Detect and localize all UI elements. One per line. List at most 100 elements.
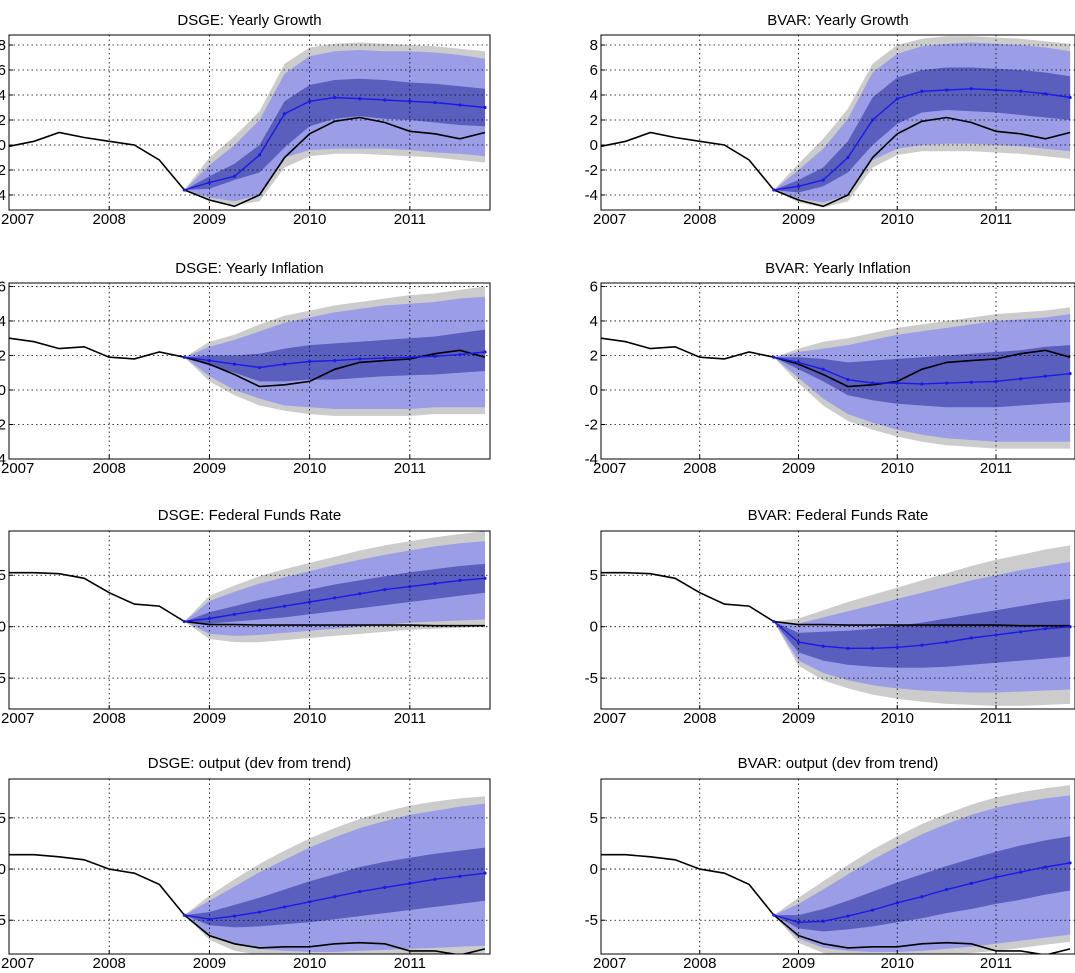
y-tick-label: 6 (590, 278, 598, 295)
axes-frame (8, 282, 491, 460)
y-tick-label: 0 (590, 861, 598, 878)
axes-frame (600, 282, 1075, 460)
x-tick-label: 2008 (93, 955, 126, 972)
median-forecast-point (483, 350, 487, 354)
y-tick-label: 5 (590, 567, 598, 584)
chart-title: DSGE: output (dev from trend) (148, 755, 351, 772)
y-tick-label: 0 (0, 137, 6, 154)
median-forecast-point (1068, 95, 1072, 100)
median-forecast-point (1019, 630, 1023, 634)
x-tick-label: 2010 (293, 955, 326, 972)
median-forecast-point (945, 640, 949, 644)
axes-frame (8, 34, 491, 211)
y-tick-label: -2 (585, 162, 598, 179)
y-tick-label: 5 (0, 810, 6, 827)
median-forecast-point (796, 184, 801, 188)
median-forecast-point (308, 359, 312, 364)
x-tick-label: 2009 (193, 211, 226, 228)
y-tick-label: 4 (0, 87, 6, 104)
y-tick-label: -4 (0, 451, 6, 468)
median-forecast-point (1043, 374, 1047, 378)
chart-title: DSGE: Federal Funds Rate (158, 507, 341, 524)
x-tick-label: 2007 (593, 955, 626, 972)
median-forecast-point (772, 355, 776, 359)
chart-title: DSGE: Yearly Growth (177, 12, 321, 29)
chart-title: BVAR: Federal Funds Rate (748, 507, 929, 524)
median-forecast-point (821, 367, 825, 371)
median-forecast-point (846, 646, 850, 650)
median-forecast-point (846, 914, 850, 918)
y-tick-label: 0 (0, 619, 6, 636)
median-forecast-point (358, 889, 362, 894)
actual-series-line (601, 116, 1071, 208)
median-forecast-point (772, 913, 776, 917)
x-tick-label: 2009 (193, 460, 226, 477)
median-forecast-point (895, 901, 899, 905)
x-tick-label: 2007 (1, 460, 34, 477)
median-forecast-point (232, 174, 237, 178)
median-forecast-point (483, 105, 487, 110)
plot-area (601, 779, 1075, 954)
actual-series-line (9, 116, 486, 208)
plot-area (9, 35, 490, 210)
median-forecast-point (358, 97, 362, 101)
band-68 (773, 598, 1071, 668)
median-forecast-point (969, 87, 973, 91)
median-forecast-point (207, 917, 212, 921)
plot-area (601, 35, 1075, 210)
median-forecast-point (1043, 92, 1047, 96)
median-forecast-point (870, 381, 875, 385)
median-forecast-point (257, 153, 262, 157)
median-forecast-point (994, 633, 998, 637)
median-forecast-point (920, 643, 924, 647)
x-tick-label: 2009 (782, 460, 815, 477)
y-tick-label: -5 (0, 912, 6, 929)
axes-frame (600, 34, 1075, 211)
median-forecast-point (358, 357, 362, 361)
median-forecast-point (182, 355, 186, 359)
x-tick-label: 2009 (193, 955, 226, 972)
y-tick-label: 0 (0, 382, 6, 399)
x-tick-label: 2011 (394, 211, 426, 228)
median-forecast-point (969, 636, 973, 640)
median-forecast-point (969, 380, 973, 384)
chart-title: DSGE: Yearly Inflation (175, 260, 323, 277)
median-forecast-point (383, 885, 387, 890)
median-forecast-point (796, 360, 801, 364)
y-tick-label: 8 (0, 37, 6, 54)
chart-title: BVAR: Yearly Inflation (765, 260, 911, 277)
x-tick-label: 2011 (980, 710, 1012, 727)
x-tick-label: 2008 (683, 710, 716, 727)
chart-panel-5: 2007 2008 2009 2010 2011 -5 0 5 DSGE: Federal Fu… (0, 507, 491, 727)
median-forecast-point (232, 914, 237, 918)
axes-frame (600, 778, 1075, 955)
median-forecast-point (207, 616, 212, 621)
y-tick-label: -2 (0, 416, 6, 433)
median-forecast-point (182, 188, 186, 192)
median-forecast-point (232, 612, 237, 616)
y-tick-label: 2 (0, 347, 6, 364)
median-forecast-point (483, 576, 487, 580)
median-forecast-point (796, 920, 801, 924)
median-forecast-point (333, 95, 337, 100)
actual-series-line (9, 571, 485, 627)
median-forecast-point (920, 895, 924, 899)
plot-area (9, 283, 490, 459)
actual-series-line (601, 337, 1071, 388)
y-tick-label: -4 (0, 187, 6, 204)
x-tick-label: 2011 (394, 460, 426, 477)
x-tick-label: 2010 (293, 710, 326, 727)
median-forecast-point (969, 881, 973, 885)
median-forecast-point (772, 188, 776, 192)
actual-series-line (601, 853, 1071, 954)
median-forecast-point (1068, 625, 1072, 629)
x-tick-label: 2007 (593, 710, 626, 727)
median-forecast-point (1043, 627, 1047, 631)
y-tick-label: -4 (585, 187, 598, 204)
axes-frame (8, 530, 491, 710)
y-tick-label: 4 (590, 87, 598, 104)
median-forecast-point (232, 362, 237, 366)
median-forecast-point (458, 578, 462, 582)
x-tick-label: 2007 (593, 460, 626, 477)
